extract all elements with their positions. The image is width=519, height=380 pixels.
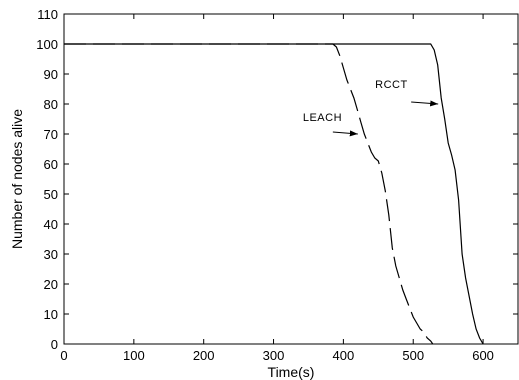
x-axis-label: Time(s) (268, 364, 315, 380)
series-line-rcct (64, 43, 484, 345)
series-line-leach (64, 43, 434, 345)
y-tick-label: 100 (36, 37, 58, 52)
annotation-label-rcct: RCCT (375, 79, 408, 91)
y-tick-label: 0 (51, 337, 58, 352)
y-tick-label: 20 (44, 277, 58, 292)
x-tick-label: 100 (123, 348, 145, 363)
y-tick-label: 110 (37, 7, 58, 22)
y-tick-label: 10 (44, 307, 58, 322)
x-tick-label: 600 (472, 348, 494, 363)
y-axis-label: Number of nodes alive (9, 109, 25, 249)
y-tick-label: 80 (44, 97, 58, 112)
y-tick-label: 90 (44, 67, 58, 82)
x-tick-label: 0 (60, 348, 67, 363)
x-tick-label: 400 (333, 348, 355, 363)
y-tick-label: 40 (44, 217, 58, 232)
annotation-arrow-rcct (411, 100, 439, 107)
annotation-label-leach: LEACH (303, 112, 342, 124)
x-tick-label: 500 (402, 348, 424, 363)
y-tick-label: 30 (44, 247, 58, 262)
x-tick-label: 200 (193, 348, 215, 363)
y-tick-label: 50 (44, 187, 58, 202)
y-tick-label: 70 (44, 127, 58, 142)
plot-frame (63, 13, 519, 345)
x-tick-label: 300 (263, 348, 285, 363)
y-tick-label: 60 (44, 157, 58, 172)
annotation-arrow-leach (332, 130, 358, 137)
